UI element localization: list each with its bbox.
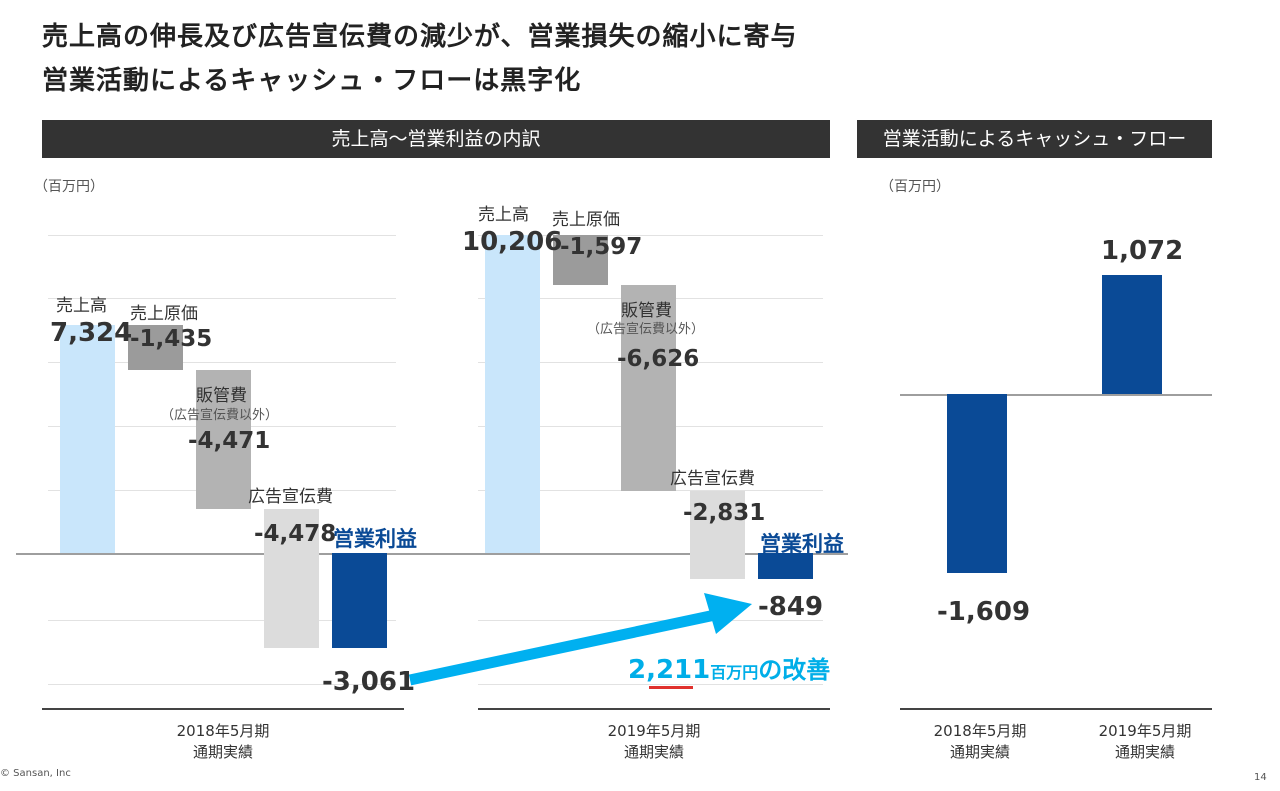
value-2018-ad: -4,478	[254, 521, 337, 547]
sublabel-2019-sga: （広告宣伝費以外）	[587, 322, 705, 337]
x-axis-2018	[42, 708, 404, 710]
page-number: 14	[1254, 772, 1267, 783]
period-2019-sub: 通期実績	[623, 743, 684, 761]
improvement-unit: 百万円	[710, 663, 759, 682]
value-2018-operating-profit: -3,061	[322, 667, 416, 697]
improvement-value: 2,211	[628, 655, 711, 685]
label-2019-ad: 広告宣伝費	[670, 469, 755, 489]
left-panel-header: 売上高〜営業利益の内訳	[42, 120, 830, 158]
gridline	[478, 684, 823, 685]
bar-2018-sales	[60, 324, 115, 553]
gridline	[48, 684, 396, 685]
bar-2018-sga	[196, 369, 251, 509]
cf-zero-baseline	[900, 394, 1212, 396]
label-2018-ad: 広告宣伝費	[248, 487, 333, 507]
cf-value-2019: 1,072	[1101, 236, 1184, 266]
improvement-annotation: 2,211百万円の改善	[628, 650, 830, 685]
arrow-head	[704, 593, 752, 634]
value-2018-cogs: -1,435	[130, 326, 213, 352]
bar-2019-sales	[485, 235, 540, 553]
x-axis-2019	[478, 708, 830, 710]
period-label-2018: 2018年5月期 通期実績	[123, 721, 323, 763]
arrow-shaft	[408, 609, 717, 686]
improvement-text: の改善	[758, 656, 831, 684]
gridline	[48, 298, 396, 299]
value-2019-cogs: -1,597	[560, 234, 643, 260]
value-2019-operating-profit: -849	[758, 592, 824, 622]
value-2019-sga: -6,626	[617, 346, 700, 372]
cf-category-2019: 2019年5月期 通期実績	[1065, 721, 1225, 763]
label-2019-sga: 販管費	[621, 301, 672, 321]
gridline	[478, 620, 823, 621]
zero-baseline	[16, 553, 848, 555]
headline-line-1: 売上高の伸長及び広告宣伝費の減少が、営業損失の縮小に寄与	[42, 22, 798, 52]
cf-category-2018-name: 2018年5月期	[933, 722, 1027, 740]
value-2019-ad: -2,831	[683, 500, 766, 526]
cf-bar-2018	[947, 394, 1007, 573]
value-2019-sales: 10,206	[462, 227, 563, 257]
bar-2018-operating-profit	[332, 553, 387, 649]
cf-bar-2019	[1102, 274, 1162, 394]
bar-2018-cogs	[128, 324, 183, 370]
value-2018-sales: 7,324	[50, 318, 133, 348]
gridline	[48, 620, 396, 621]
period-label-2019: 2019年5月期 通期実績	[554, 721, 754, 763]
label-2019-sales: 売上高	[478, 205, 529, 225]
label-2019-operating-profit: 営業利益	[760, 532, 844, 556]
left-unit-label: （百万円）	[34, 179, 104, 195]
value-2018-sga: -4,471	[188, 428, 271, 454]
period-2018-name: 2018年5月期	[176, 722, 270, 740]
cf-category-2019-sub: 通期実績	[1114, 743, 1175, 761]
bar-2018-ad	[264, 508, 319, 649]
gridline	[48, 362, 396, 363]
gridline	[478, 235, 823, 236]
cf-category-2018-sub: 通期実績	[949, 743, 1010, 761]
label-2018-operating-profit: 営業利益	[333, 527, 417, 551]
label-2018-cogs: 売上原価	[130, 304, 198, 324]
label-2019-cogs: 売上原価	[552, 210, 620, 230]
period-2019-name: 2019年5月期	[607, 722, 701, 740]
right-unit-label: （百万円）	[880, 179, 950, 195]
bar-2019-operating-profit	[758, 553, 813, 580]
label-2018-sga: 販管費	[196, 386, 247, 406]
bar-2019-cogs	[553, 235, 608, 285]
improvement-underline	[649, 686, 693, 689]
cf-value-2018: -1,609	[937, 597, 1031, 627]
label-2018-sales: 売上高	[56, 296, 107, 316]
cf-category-2018: 2018年5月期 通期実績	[900, 721, 1060, 763]
cf-category-2019-name: 2019年5月期	[1098, 722, 1192, 740]
cf-x-axis	[900, 708, 1212, 710]
copyright: © Sansan, Inc	[0, 768, 71, 779]
bar-2019-ad	[690, 491, 745, 580]
bar-2019-sga	[621, 284, 676, 492]
right-panel-header: 営業活動によるキャッシュ・フロー	[857, 120, 1212, 158]
gridline	[48, 235, 396, 236]
sublabel-2018-sga: （広告宣伝費以外）	[161, 408, 279, 423]
period-2018-sub: 通期実績	[192, 743, 253, 761]
headline-line-2: 営業活動によるキャッシュ・フローは黒字化	[42, 66, 582, 96]
